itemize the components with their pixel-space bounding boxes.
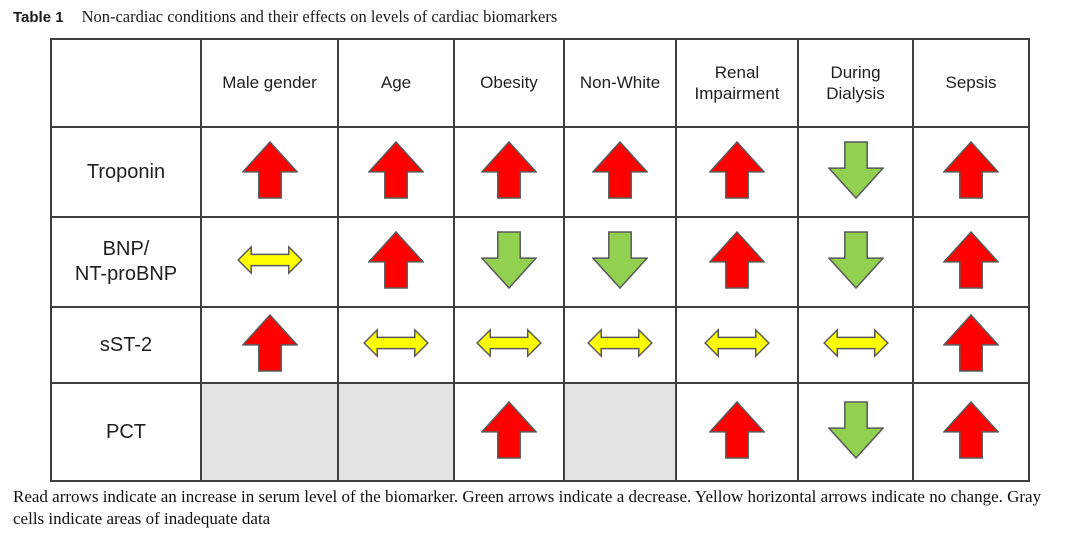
- cell-sst2-obesity: [453, 306, 565, 384]
- cell-bnp-renal-impairment: [675, 216, 799, 308]
- up-arrow-icon: [943, 230, 999, 289]
- cell-troponin-sepsis: [912, 126, 1030, 218]
- cell-bnp-during-dialysis: [797, 216, 914, 308]
- left-right-arrow-icon: [236, 245, 303, 275]
- cell-bnp-sepsis: [912, 216, 1030, 308]
- cell-bnp-obesity: [453, 216, 565, 308]
- table-title-text: Non-cardiac conditions and their effects…: [81, 7, 558, 26]
- down-arrow-icon: [827, 400, 884, 459]
- cell-pct-obesity: [453, 382, 565, 482]
- cell-bnp-age: [337, 216, 455, 308]
- row-label-troponin: Troponin: [50, 126, 202, 218]
- header-row: Male gender Age Obesity Non-White Renal …: [50, 38, 1030, 128]
- up-arrow-icon: [368, 230, 424, 289]
- left-right-arrow-icon: [363, 328, 429, 358]
- cell-sst2-male-gender: [200, 306, 339, 384]
- up-arrow-icon: [943, 400, 999, 459]
- cell-pct-non-white: [563, 382, 677, 482]
- row-label-bnp: BNP/ NT-proBNP: [50, 216, 202, 308]
- col-header-sepsis: Sepsis: [912, 38, 1030, 128]
- up-arrow-icon: [943, 313, 999, 372]
- row-label-sst2: sST-2: [50, 306, 202, 384]
- up-arrow-icon: [368, 140, 424, 199]
- col-header-male-gender: Male gender: [200, 38, 339, 128]
- table-row-pct: PCT: [50, 382, 1030, 482]
- col-header-age: Age: [337, 38, 455, 128]
- down-arrow-icon: [592, 230, 648, 289]
- up-arrow-icon: [709, 230, 765, 289]
- left-right-arrow-icon: [822, 328, 889, 358]
- up-arrow-icon: [481, 400, 537, 459]
- down-arrow-icon: [481, 230, 537, 289]
- cell-sst2-renal-impairment: [675, 306, 799, 384]
- row-label-pct: PCT: [50, 382, 202, 482]
- cell-sst2-sepsis: [912, 306, 1030, 384]
- cell-pct-renal-impairment: [675, 382, 799, 482]
- cell-troponin-obesity: [453, 126, 565, 218]
- table-number-label: Table 1: [13, 9, 64, 26]
- table-title: Table 1 Non-cardiac conditions and their …: [13, 7, 557, 27]
- up-arrow-icon: [709, 400, 765, 459]
- left-right-arrow-icon: [587, 328, 653, 358]
- down-arrow-icon: [827, 230, 884, 289]
- cell-sst2-during-dialysis: [797, 306, 914, 384]
- up-arrow-icon: [943, 140, 999, 199]
- cell-troponin-renal-impairment: [675, 126, 799, 218]
- cell-pct-sepsis: [912, 382, 1030, 482]
- corner-cell: [50, 38, 202, 128]
- cell-pct-male-gender: [200, 382, 339, 482]
- cell-troponin-non-white: [563, 126, 677, 218]
- left-right-arrow-icon: [704, 328, 770, 358]
- col-header-obesity: Obesity: [453, 38, 565, 128]
- cell-bnp-non-white: [563, 216, 677, 308]
- up-arrow-icon: [241, 140, 298, 199]
- table-row-bnp: BNP/ NT-proBNP: [50, 216, 1030, 308]
- cell-sst2-non-white: [563, 306, 677, 384]
- biomarker-effects-table: Male gender Age Obesity Non-White Renal …: [50, 38, 1030, 482]
- table-footnote: Read arrows indicate an increase in seru…: [13, 487, 1042, 529]
- down-arrow-icon: [827, 140, 884, 199]
- col-header-non-white: Non-White: [563, 38, 677, 128]
- table-row-troponin: Troponin: [50, 126, 1030, 218]
- up-arrow-icon: [241, 313, 298, 372]
- cell-sst2-age: [337, 306, 455, 384]
- table-row-sst2: sST-2: [50, 306, 1030, 384]
- up-arrow-icon: [592, 140, 648, 199]
- up-arrow-icon: [481, 140, 537, 199]
- col-header-during-dialysis: During Dialysis: [797, 38, 914, 128]
- cell-bnp-male-gender: [200, 216, 339, 308]
- up-arrow-icon: [709, 140, 765, 199]
- cell-troponin-during-dialysis: [797, 126, 914, 218]
- cell-pct-during-dialysis: [797, 382, 914, 482]
- cell-troponin-age: [337, 126, 455, 218]
- cell-pct-age: [337, 382, 455, 482]
- cell-troponin-male-gender: [200, 126, 339, 218]
- col-header-renal-impairment: Renal Impairment: [675, 38, 799, 128]
- left-right-arrow-icon: [476, 328, 542, 358]
